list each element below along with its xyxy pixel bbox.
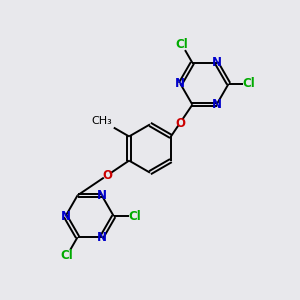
Text: Cl: Cl: [176, 38, 188, 52]
Text: O: O: [103, 169, 112, 182]
Text: O: O: [175, 117, 185, 130]
Text: Cl: Cl: [129, 210, 141, 223]
Text: N: N: [97, 189, 107, 202]
Text: N: N: [61, 210, 70, 223]
Text: N: N: [97, 231, 107, 244]
Text: N: N: [212, 56, 221, 69]
Text: N: N: [212, 98, 221, 111]
Text: CH₃: CH₃: [92, 116, 112, 126]
Text: N: N: [175, 77, 185, 90]
Text: Cl: Cl: [243, 77, 256, 90]
Text: Cl: Cl: [61, 249, 73, 262]
